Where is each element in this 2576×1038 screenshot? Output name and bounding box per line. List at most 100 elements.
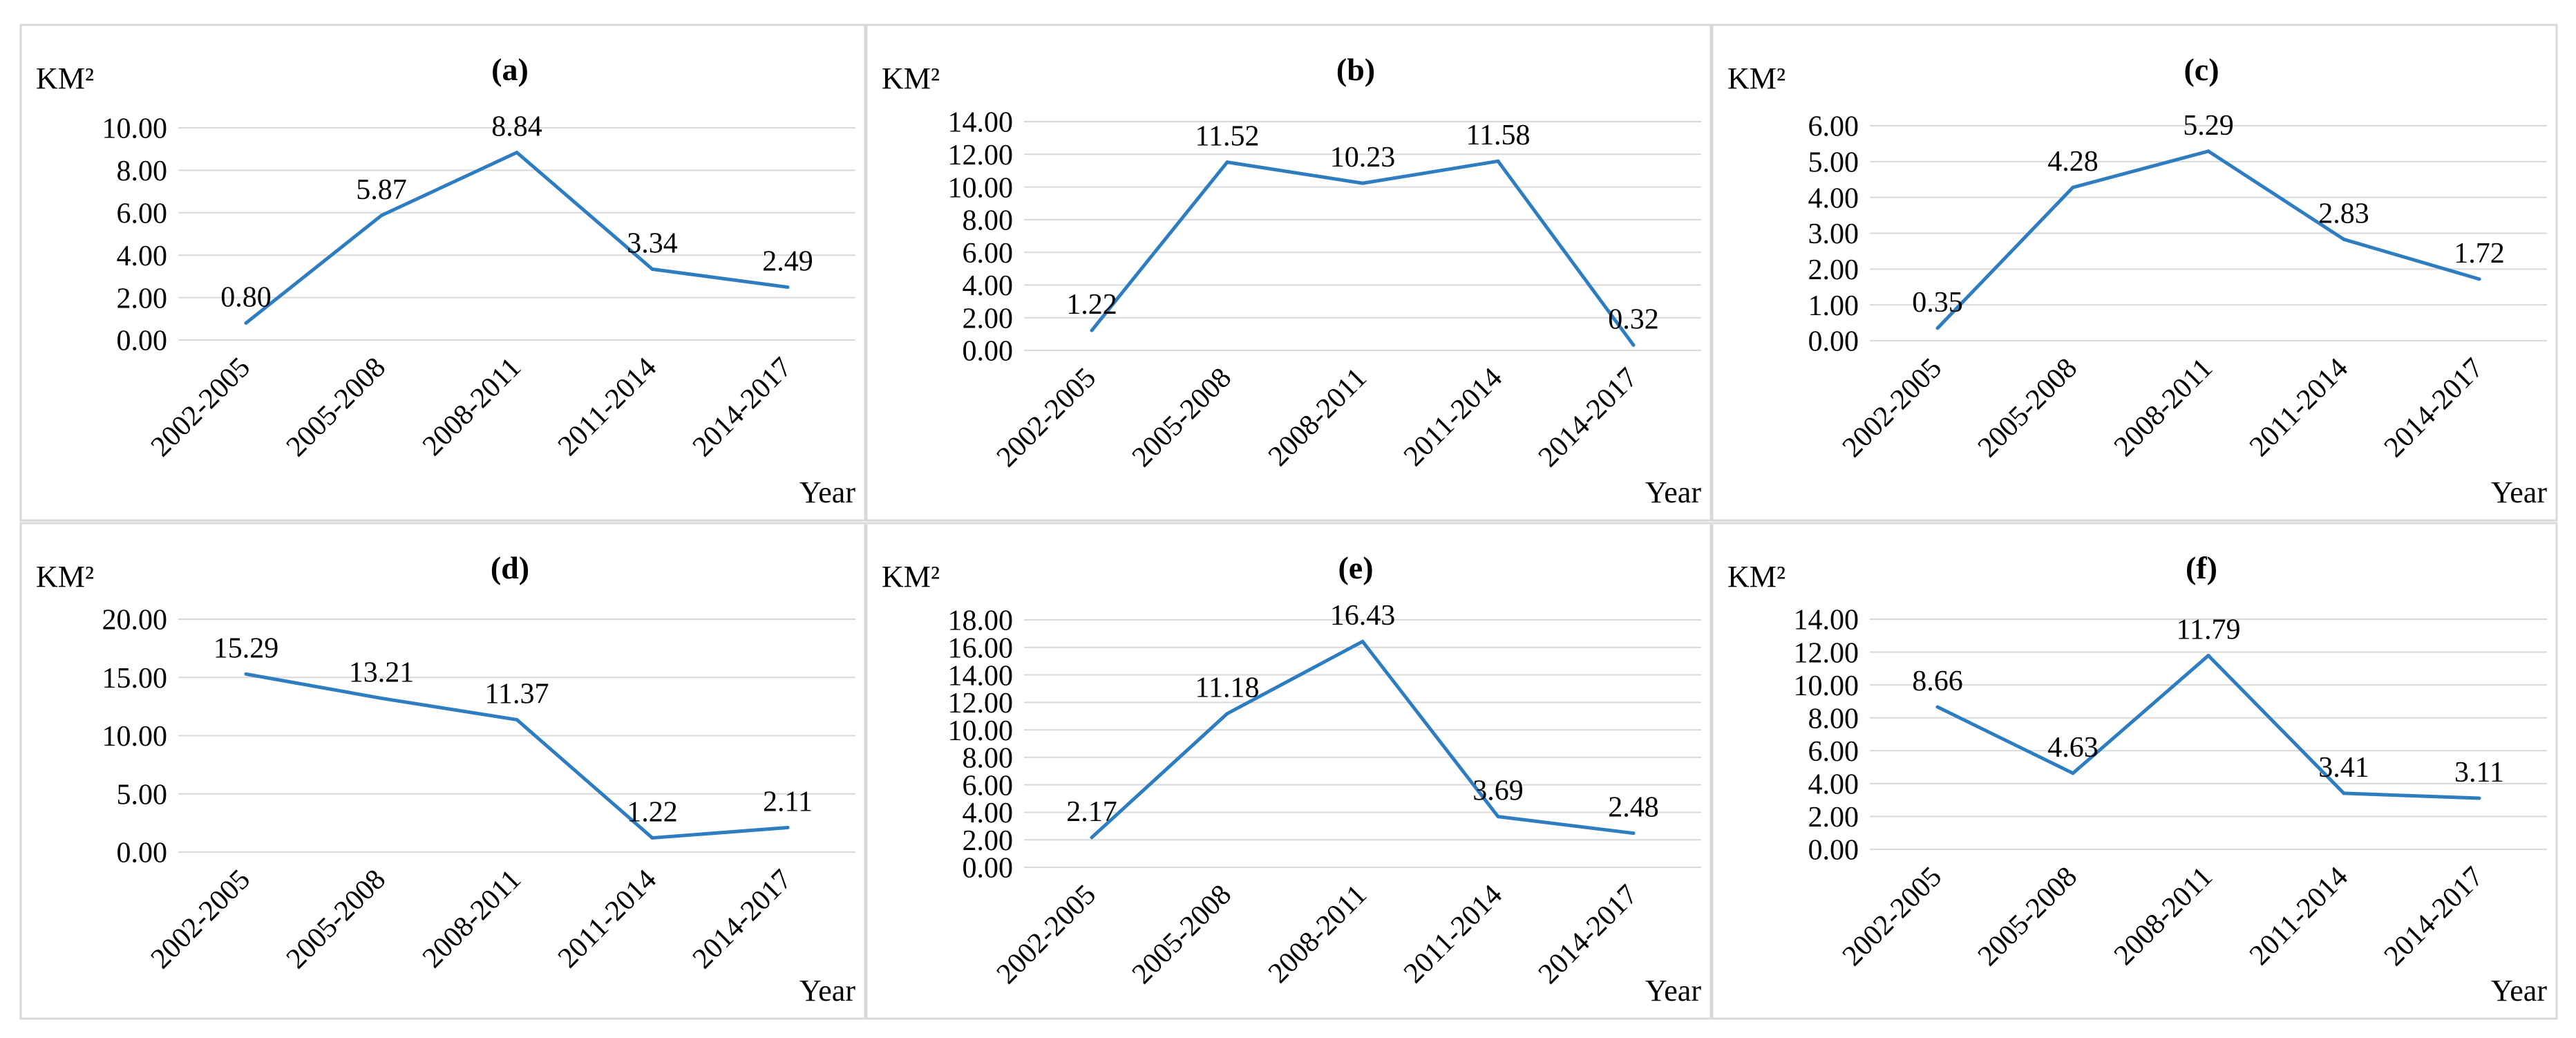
y-tick-label: 14.00 [948,660,1014,692]
y-axis-label: KM² [1727,560,1786,594]
data-label: 16.43 [1330,600,1396,632]
y-tick-label: 0.00 [117,325,168,357]
y-tick-label: 0.00 [963,336,1014,368]
chart-title: (c) [2184,52,2219,87]
x-axis-label: Year [2491,974,2547,1008]
y-tick-label: 8.00 [117,155,168,187]
y-tick-label: 10.00 [948,715,1014,747]
chart-panel: 0.002.004.006.008.0010.0012.0014.0016.00… [865,522,1712,1020]
data-point [1090,328,1094,332]
y-tick-label: 2.00 [963,825,1014,857]
data-point [515,717,519,721]
y-tick-label: 4.00 [963,798,1014,829]
y-tick-label: 8.00 [963,743,1014,775]
x-axis-label: Year [799,475,855,509]
data-label: 11.58 [1466,120,1531,151]
data-label: 3.34 [627,227,678,259]
data-point [650,836,654,840]
data-point [2071,185,2075,189]
x-axis-label: Year [1645,974,1701,1008]
data-point [786,825,790,829]
y-axis-label: KM² [1727,62,1786,95]
data-point [650,267,654,271]
y-axis-label: KM² [882,560,940,594]
data-point [2071,771,2075,775]
data-point [2342,237,2346,241]
data-label: 2.49 [762,246,813,278]
chart-title: (d) [491,550,529,585]
y-tick-label: 6.00 [963,238,1014,270]
data-label: 11.37 [485,678,549,710]
data-point [1361,181,1365,185]
data-point [1496,815,1500,819]
chart-title: (a) [491,52,529,87]
y-tick-label: 8.00 [963,205,1014,237]
y-tick-label: 6.00 [1808,736,1859,768]
x-axis-label: Year [1645,475,1701,509]
data-point [2206,149,2210,153]
y-tick-label: 14.00 [1794,605,1859,636]
data-label: 11.18 [1195,672,1260,704]
y-tick-label: 15.00 [102,663,168,695]
y-tick-label: 10.00 [102,721,168,753]
data-label: 0.80 [220,281,272,313]
data-label: 10.23 [1330,142,1396,173]
y-tick-label: 5.00 [1808,147,1859,179]
y-tick-label: 4.00 [117,240,168,272]
y-tick-label: 0.00 [1808,326,1859,358]
data-label: 8.66 [1912,666,1963,697]
panel-frame [19,522,866,1020]
data-label: 2.83 [2318,198,2369,229]
data-label: 3.69 [1472,775,1524,807]
y-tick-label: 0.00 [117,838,168,869]
chart-title: (f) [2186,550,2217,585]
data-point [1225,712,1229,716]
y-axis-label: KM² [36,560,94,594]
data-point [1090,836,1094,840]
y-tick-label: 4.00 [1808,769,1859,801]
y-tick-label: 0.00 [1808,835,1859,867]
data-point [2342,791,2346,795]
data-point [1631,343,1636,347]
data-label: 11.79 [2177,614,2241,646]
chart-title: (e) [1338,550,1373,585]
data-point [379,214,383,218]
data-point [1631,831,1636,836]
y-tick-label: 12.00 [948,140,1014,171]
y-tick-label: 4.00 [1808,182,1859,214]
data-label: 2.17 [1066,796,1117,828]
panel-frame [1711,23,2558,522]
data-point [379,696,383,700]
y-tick-label: 4.00 [963,270,1014,302]
y-tick-label: 2.00 [963,303,1014,334]
data-label: 3.41 [2318,752,2369,784]
data-point [1935,326,1940,330]
y-tick-label: 10.00 [102,113,168,145]
data-label: 1.72 [2454,238,2505,270]
data-point [1225,160,1229,164]
y-tick-label: 20.00 [102,605,168,636]
y-tick-label: 3.00 [1808,218,1859,250]
data-point [1935,705,1940,709]
y-tick-label: 1.00 [1808,290,1859,322]
panel-frame [19,23,866,522]
y-axis-label: KM² [36,62,94,95]
data-label: 11.52 [1195,121,1260,153]
data-point [244,321,248,325]
panel-frame [865,522,1712,1020]
y-tick-label: 2.00 [1808,802,1859,833]
data-label: 4.63 [2047,732,2099,764]
data-label: 15.29 [214,632,279,664]
data-label: 8.84 [491,111,542,143]
y-tick-label: 10.00 [948,172,1014,204]
y-tick-label: 2.00 [1808,254,1859,286]
y-tick-label: 0.00 [963,853,1014,885]
data-label: 5.87 [356,174,407,206]
data-label: 0.35 [1912,287,1963,319]
y-tick-label: 16.00 [948,632,1014,664]
data-point [244,672,248,676]
